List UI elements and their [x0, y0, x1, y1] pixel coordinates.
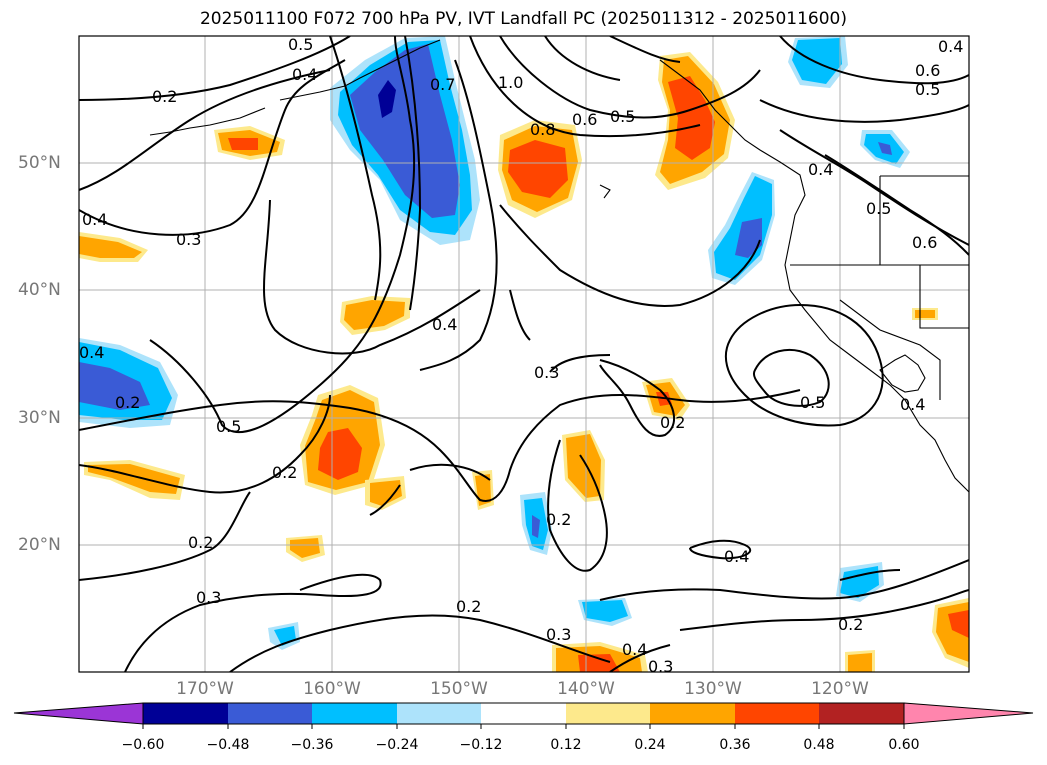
contour-label: 0.2 — [546, 510, 571, 529]
lon-label: 170°W — [176, 679, 234, 699]
contour-label: 0.7 — [430, 75, 455, 94]
contour-label: 0.2 — [115, 393, 140, 412]
lon-label: 140°W — [557, 679, 615, 699]
colorbar-swatch — [566, 703, 650, 724]
colorbar-tick-label: −0.60 — [121, 737, 165, 753]
colorbar — [13, 702, 1034, 729]
contour-label: 0.2 — [272, 463, 297, 482]
colorbar-swatch — [397, 703, 481, 724]
contour-label: 0.2 — [152, 87, 177, 106]
colorbar-extend-high — [903, 702, 1034, 725]
contour-label: 0.4 — [292, 65, 317, 84]
contour-label: 0.4 — [900, 395, 925, 414]
contour-label: 0.4 — [432, 315, 457, 334]
colorbar-extend-low — [13, 702, 144, 725]
contour-label: 0.4 — [622, 640, 647, 659]
colorbar-tick-label: 0.36 — [719, 737, 751, 753]
contour-label: 0.3 — [176, 230, 201, 249]
lat-label: 20°N — [18, 535, 61, 555]
colorbar-swatch — [312, 703, 397, 724]
colorbar-swatch — [143, 703, 228, 724]
graticule — [79, 36, 969, 672]
contour-label: 0.6 — [912, 233, 937, 252]
colorbar-tick-label: 0.12 — [550, 737, 582, 753]
lon-label: 120°W — [811, 679, 869, 699]
contour-labels: 0.5 0.4 0.2 1.0 0.5 0.6 0.4 0.7 0.8 0.6 … — [79, 35, 963, 676]
colorbar-tick-label: −0.12 — [459, 737, 503, 753]
lon-label: 160°W — [303, 679, 361, 699]
contour-label: 0.4 — [79, 343, 104, 362]
colorbar-swatch — [819, 703, 904, 724]
contour-label: 0.3 — [546, 625, 571, 644]
contour-label: 0.3 — [534, 363, 559, 382]
contour-label: 0.8 — [530, 120, 555, 139]
map-title: 2025011100 F072 700 hPa PV, IVT Landfall… — [199, 9, 847, 29]
contour-label: 0.4 — [724, 547, 749, 566]
colorbar-swatch — [481, 703, 566, 724]
colorbar-swatch — [735, 703, 819, 724]
contour-label: 0.6 — [572, 110, 597, 129]
lon-label: 130°W — [684, 679, 742, 699]
pv-contours — [79, 36, 969, 672]
contour-label: 0.2 — [456, 597, 481, 616]
contour-label: 0.2 — [188, 533, 213, 552]
lat-label: 50°N — [18, 153, 61, 173]
colorbar-tick-label: 0.24 — [634, 737, 666, 753]
colorbar-tick-label: −0.36 — [290, 737, 334, 753]
contour-label: 0.5 — [610, 107, 635, 126]
contour-label: 0.3 — [648, 657, 673, 676]
contour-label: 0.4 — [82, 210, 107, 229]
contour-label: 0.6 — [915, 61, 940, 80]
contour-label: 0.2 — [838, 615, 863, 634]
contour-label: 0.5 — [288, 35, 313, 54]
coastlines — [149, 39, 969, 493]
lon-label: 150°W — [430, 679, 488, 699]
contour-label: 0.4 — [808, 160, 833, 179]
colorbar-tick-label: −0.48 — [206, 737, 250, 753]
colorbar-tick-label: 0.60 — [888, 737, 920, 753]
colorbar-swatch — [228, 703, 312, 724]
contour-label: 0.3 — [196, 588, 221, 607]
map-frame — [78, 35, 970, 673]
colorbar-swatch — [650, 703, 735, 724]
contour-label: 0.5 — [216, 417, 241, 436]
colorbar-tick-label: −0.24 — [375, 737, 419, 753]
contour-label: 1.0 — [498, 73, 523, 92]
contour-label: 0.5 — [866, 199, 891, 218]
contour-label: 0.2 — [660, 413, 685, 432]
lat-label: 40°N — [18, 280, 61, 300]
colorbar-tick-label: 0.48 — [803, 737, 835, 753]
contour-label: 0.5 — [800, 393, 825, 412]
lat-label: 30°N — [18, 408, 61, 428]
contour-label: 0.4 — [938, 37, 963, 56]
contour-label: 0.5 — [915, 80, 940, 99]
